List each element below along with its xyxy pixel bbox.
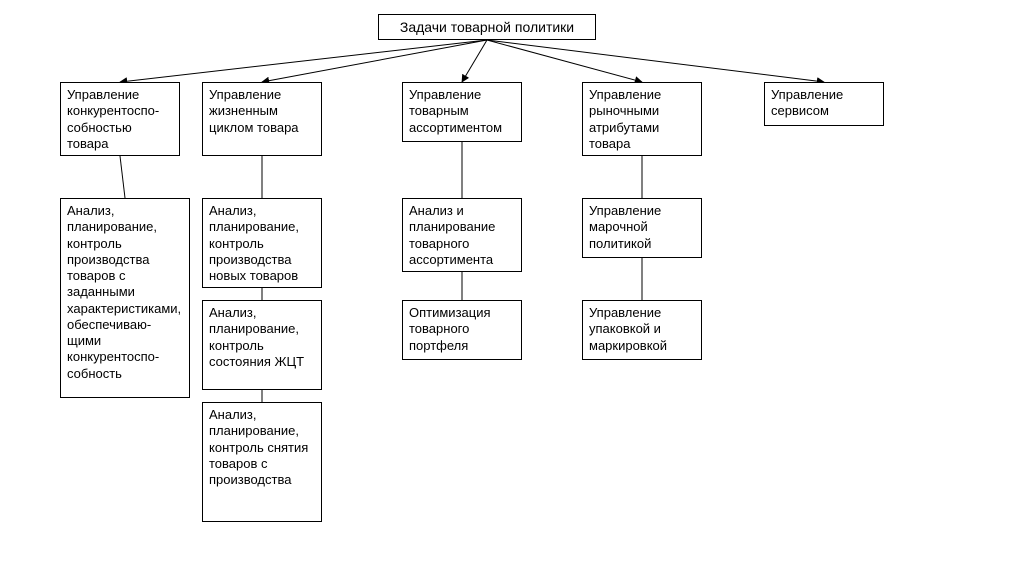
diagram-node: Управление конкурентоспо-собностью товар…	[60, 82, 180, 156]
node-label: Управление упаковкой и маркировкой	[589, 305, 667, 353]
diagram-node: Анализ, планирование, контроль производс…	[60, 198, 190, 398]
diagram-edge	[120, 156, 125, 198]
diagram-edge	[487, 40, 642, 82]
node-label: Управление марочной политикой	[589, 203, 661, 251]
node-label: Анализ, планирование, контроль состояния…	[209, 305, 304, 369]
node-label: Управление сервисом	[771, 87, 843, 118]
node-label: Анализ и планирование товарного ассортим…	[409, 203, 495, 267]
node-label: Анализ, планирование, контроль производс…	[67, 203, 181, 381]
diagram-root-node: Задачи товарной политики	[378, 14, 596, 40]
diagram-edge	[462, 40, 487, 82]
diagram-node: Анализ, планирование, контроль снятия то…	[202, 402, 322, 522]
node-label: Управление рыночными атрибутами товара	[589, 87, 661, 151]
diagram-node: Анализ, планирование, контроль производс…	[202, 198, 322, 288]
diagram-edge	[487, 40, 824, 82]
diagram-node: Управление жизненным циклом товара	[202, 82, 322, 156]
diagram-node: Анализ, планирование, контроль состояния…	[202, 300, 322, 390]
node-label: Управление жизненным циклом товара	[209, 87, 299, 135]
diagram-node: Управление упаковкой и маркировкой	[582, 300, 702, 360]
node-label: Анализ, планирование, контроль производс…	[209, 203, 299, 283]
diagram-edge	[120, 40, 487, 82]
node-label: Оптимизация товарного портфеля	[409, 305, 491, 353]
node-label: Управление товарным ассортиментом	[409, 87, 502, 135]
diagram-edge	[262, 40, 487, 82]
diagram-node: Управление марочной политикой	[582, 198, 702, 258]
node-label: Управление конкурентоспо-собностью товар…	[67, 87, 159, 151]
diagram-node: Управление сервисом	[764, 82, 884, 126]
diagram-node: Управление рыночными атрибутами товара	[582, 82, 702, 156]
node-label: Анализ, планирование, контроль снятия то…	[209, 407, 308, 487]
node-label: Задачи товарной политики	[400, 19, 574, 35]
diagram-node: Оптимизация товарного портфеля	[402, 300, 522, 360]
diagram-node: Управление товарным ассортиментом	[402, 82, 522, 142]
diagram-node: Анализ и планирование товарного ассортим…	[402, 198, 522, 272]
